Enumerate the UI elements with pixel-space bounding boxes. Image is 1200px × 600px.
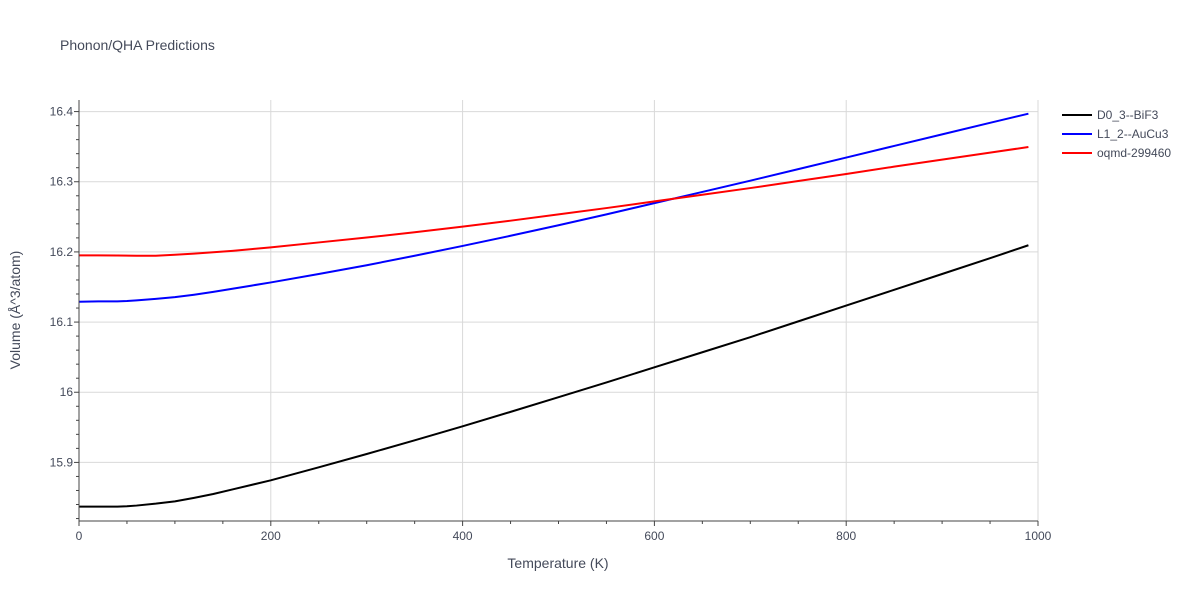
y-tick-label: 16.1: [50, 315, 74, 329]
legend-label: L1_2--AuCu3: [1097, 127, 1169, 141]
legend-label: D0_3--BiF3: [1097, 108, 1159, 122]
series-line: [79, 146, 1029, 257]
legend[interactable]: D0_3--BiF3 L1_2--AuCu3 oqmd-299460: [1062, 108, 1171, 160]
x-axis-title: Temperature (K): [507, 555, 608, 571]
y-tick-label: 16: [60, 385, 74, 399]
x-tick-label: 600: [644, 529, 664, 543]
legend-item[interactable]: D0_3--BiF3: [1062, 108, 1159, 122]
x-tick-label: 0: [76, 529, 83, 543]
series-1: [79, 244, 1029, 508]
series-line: [78, 112, 1029, 303]
y-tick-label: 16.4: [50, 105, 74, 119]
x-tick-label: 400: [453, 529, 473, 543]
grid: [79, 100, 1039, 521]
series-3: [79, 146, 1029, 257]
series-layer: [78, 112, 1029, 508]
x-tick-label: 1000: [1025, 529, 1052, 543]
axes: [74, 100, 1039, 526]
y-tick-label: 16.2: [50, 245, 74, 259]
legend-item[interactable]: oqmd-299460: [1062, 146, 1171, 160]
tick-labels: 0 200 400 600 800 1000 15.9 16 16.1 16.2 16.3 16.4: [50, 105, 1052, 543]
y-tick-label: 15.9: [50, 455, 74, 469]
x-tick-label: 200: [261, 529, 281, 543]
x-tick-label: 800: [836, 529, 856, 543]
chart-title: Phonon/QHA Predictions: [60, 37, 215, 53]
legend-item[interactable]: L1_2--AuCu3: [1062, 127, 1169, 141]
legend-label: oqmd-299460: [1097, 146, 1171, 160]
y-axis-title: Volume (Å^3/atom): [7, 251, 23, 370]
y-tick-label: 16.3: [50, 175, 74, 189]
series-2: [78, 112, 1029, 303]
series-line: [79, 244, 1029, 508]
